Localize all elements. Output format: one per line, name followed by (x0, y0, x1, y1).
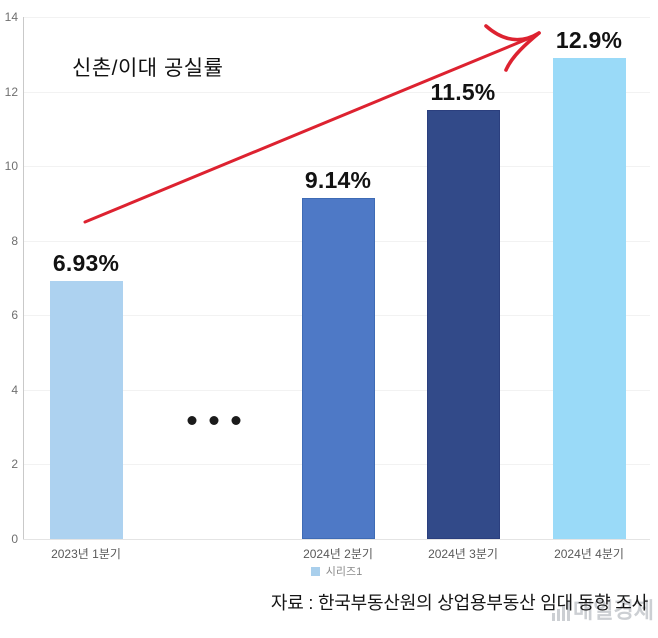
y-tick-label: 12 (4, 84, 18, 99)
y-tick-label: 4 (11, 382, 18, 397)
legend-swatch-icon (310, 566, 320, 576)
legend-label: 시리즈1 (325, 566, 363, 578)
x-tick-label: 2024년 4분기 (554, 547, 624, 561)
watermark-text: 매일경제 (573, 598, 654, 623)
ellipsis-dot (231, 416, 241, 425)
x-tick-label: 2024년 2분기 (303, 547, 373, 561)
y-tick-label: 10 (4, 159, 18, 174)
chart-title: 신촌/이대 공실률 (72, 57, 224, 80)
bar (49, 280, 123, 539)
ellipsis-dots (187, 416, 241, 425)
gridline (23, 539, 650, 540)
value-label: 9.14% (304, 167, 372, 194)
y-tick-label: 8 (11, 233, 18, 248)
y-tick-label: 0 (11, 532, 18, 546)
source-credit: 자료 : 한국부동산원의 상업용부동산 임대 동향 조사 (270, 593, 648, 613)
bar (552, 58, 626, 539)
ellipsis-dot (209, 416, 219, 425)
y-axis-line (23, 17, 24, 539)
legend: 시리즈1 (23, 563, 650, 579)
value-label: 6.93% (52, 249, 120, 276)
y-tick-label: 2 (11, 457, 18, 472)
publisher-watermark: 매일경제 (552, 593, 654, 625)
x-tick-label: 2023년 1분기 (51, 547, 121, 561)
value-label: 11.5% (430, 79, 496, 106)
y-tick-label: 6 (11, 308, 18, 323)
bar (426, 110, 500, 539)
x-tick-label: 2024년 3분기 (428, 547, 498, 561)
bar-chart-logo-icon (552, 601, 571, 621)
bar (301, 198, 375, 539)
ellipsis-dot (187, 416, 197, 425)
y-tick-label: 14 (4, 10, 18, 24)
gridline (23, 17, 650, 18)
value-label: 12.9% (555, 27, 623, 53)
